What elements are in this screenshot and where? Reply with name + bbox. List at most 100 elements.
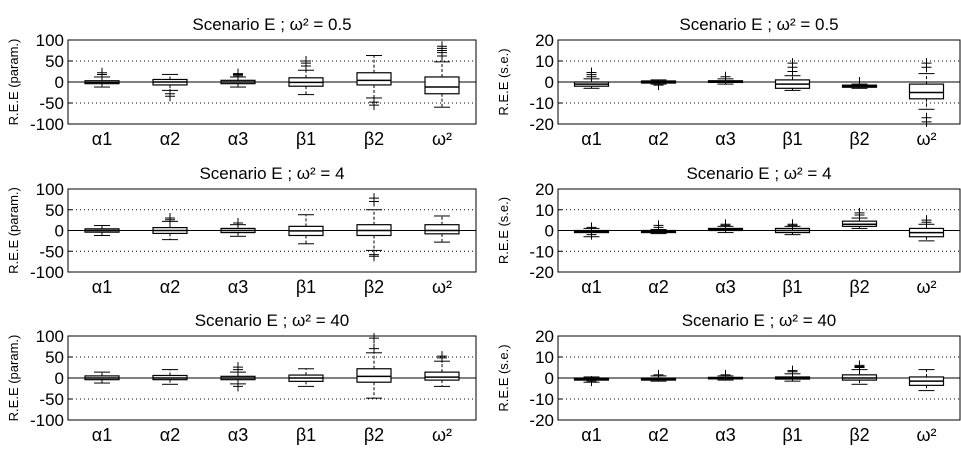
box-3	[220, 68, 256, 88]
box-5	[841, 360, 878, 385]
box-2	[152, 213, 188, 241]
x-tick-label: ω²	[432, 277, 452, 297]
box-5	[356, 333, 392, 399]
x-tick-label: α1	[92, 129, 112, 149]
y-tick-label: -100	[30, 115, 64, 134]
y-tick-label: -20	[529, 411, 554, 430]
x-tick-label: β2	[849, 425, 869, 445]
outlier-marker	[720, 71, 731, 82]
y-axis-label: R.E.E (s.e.)	[496, 197, 511, 264]
y-tick-label: -10	[529, 390, 554, 409]
outlier-marker	[165, 91, 175, 102]
x-tick-label: β2	[364, 277, 384, 297]
x-tick-label: β1	[296, 425, 316, 445]
outlier-marker	[437, 351, 447, 362]
outlier-marker	[653, 80, 664, 91]
iqr-box	[424, 76, 460, 95]
x-tick-label: α2	[648, 129, 668, 149]
x-tick-label: β1	[296, 277, 316, 297]
outlier-marker	[369, 251, 379, 262]
box-6	[908, 369, 945, 392]
outlier-marker	[787, 219, 798, 230]
box-6	[908, 58, 945, 127]
outlier-marker	[97, 67, 107, 78]
outlier-marker	[586, 376, 597, 387]
x-tick-label: ω²	[432, 425, 452, 445]
y-tick-label: -10	[529, 94, 554, 113]
outlier-marker	[369, 343, 379, 354]
outlier-marker	[653, 220, 664, 231]
outlier-marker	[854, 360, 865, 371]
outlier-marker	[720, 369, 731, 380]
y-tick-label: -100	[30, 411, 64, 430]
y-axis-label: R.E.E (s.e.)	[496, 48, 511, 115]
x-tick-label: β1	[782, 425, 802, 445]
box-4	[288, 368, 324, 387]
panel-title: Scenario E ; ω² = 0.5	[679, 15, 838, 34]
boxplot-panel-5: -100 -50 0 50 100 α1 α2 α3 β1 β2 ω² Scenario E ; ω²…	[6, 311, 477, 445]
box-4	[774, 365, 811, 382]
x-tick-label: ω²	[916, 129, 936, 149]
box-1	[573, 222, 610, 240]
x-tick-label: α3	[715, 277, 735, 297]
box-4	[288, 56, 324, 96]
x-tick-label: ω²	[916, 277, 936, 297]
y-tick-label: 100	[36, 180, 64, 199]
box-5	[356, 55, 392, 111]
y-tick-label: 100	[36, 31, 64, 50]
y-tick-label: 20	[535, 327, 554, 346]
x-tick-label: β2	[364, 425, 384, 445]
y-tick-label: 50	[45, 201, 64, 220]
y-axis-label: R.E.E (param.)	[6, 335, 21, 422]
outlier-marker	[165, 213, 175, 224]
outlier-marker	[233, 68, 243, 79]
iqr-box	[356, 368, 392, 383]
outlier-marker	[301, 56, 311, 66]
y-tick-label: 0	[545, 369, 554, 388]
x-tick-label: β2	[849, 277, 869, 297]
outlier-marker	[233, 381, 243, 392]
x-tick-label: α2	[160, 129, 180, 149]
x-tick-label: α2	[648, 425, 668, 445]
box-2	[640, 369, 677, 382]
y-tick-label: 50	[45, 52, 64, 71]
y-tick-label: 20	[535, 31, 554, 50]
x-tick-label: α1	[581, 129, 601, 149]
y-tick-label: 0	[55, 369, 64, 388]
box-6	[424, 351, 460, 387]
box-5	[841, 77, 878, 89]
x-tick-label: α1	[581, 425, 601, 445]
box-1	[84, 225, 120, 236]
outlier-marker	[369, 193, 379, 204]
x-tick-label: β2	[364, 129, 384, 149]
box-2	[152, 369, 188, 385]
outlier-marker	[921, 58, 932, 69]
y-tick-label: 0	[55, 73, 64, 92]
box-3	[707, 369, 744, 381]
boxplot-panel-2: -20 -10 0 10 20 α1 α2 α3 β1 β2 ω² Scenario E ; ω² =…	[496, 15, 961, 149]
box-2	[152, 73, 188, 102]
y-tick-label: 50	[45, 348, 64, 367]
box-1	[84, 371, 120, 384]
outlier-marker	[653, 369, 664, 380]
y-tick-label: 0	[545, 222, 554, 241]
y-axis-label: R.E.E (s.e.)	[496, 344, 511, 411]
iqr-box	[356, 72, 392, 86]
box-4	[774, 58, 811, 91]
box-4	[288, 214, 324, 245]
x-tick-label: α3	[715, 425, 735, 445]
box-3	[707, 219, 744, 234]
y-tick-label: 10	[535, 348, 554, 367]
x-tick-label: β1	[296, 129, 316, 149]
x-tick-label: α3	[228, 129, 248, 149]
y-axis-label: R.E.E (param.)	[6, 39, 21, 126]
outlier-marker	[369, 333, 379, 344]
outlier-marker	[787, 58, 798, 69]
box-3	[220, 218, 256, 237]
outlier-marker	[720, 219, 731, 230]
y-tick-label: 0	[545, 73, 554, 92]
x-tick-label: β2	[849, 129, 869, 149]
box-2	[640, 220, 677, 235]
box-4	[774, 219, 811, 236]
panel-title: Scenario E ; ω² = 4	[199, 164, 344, 183]
